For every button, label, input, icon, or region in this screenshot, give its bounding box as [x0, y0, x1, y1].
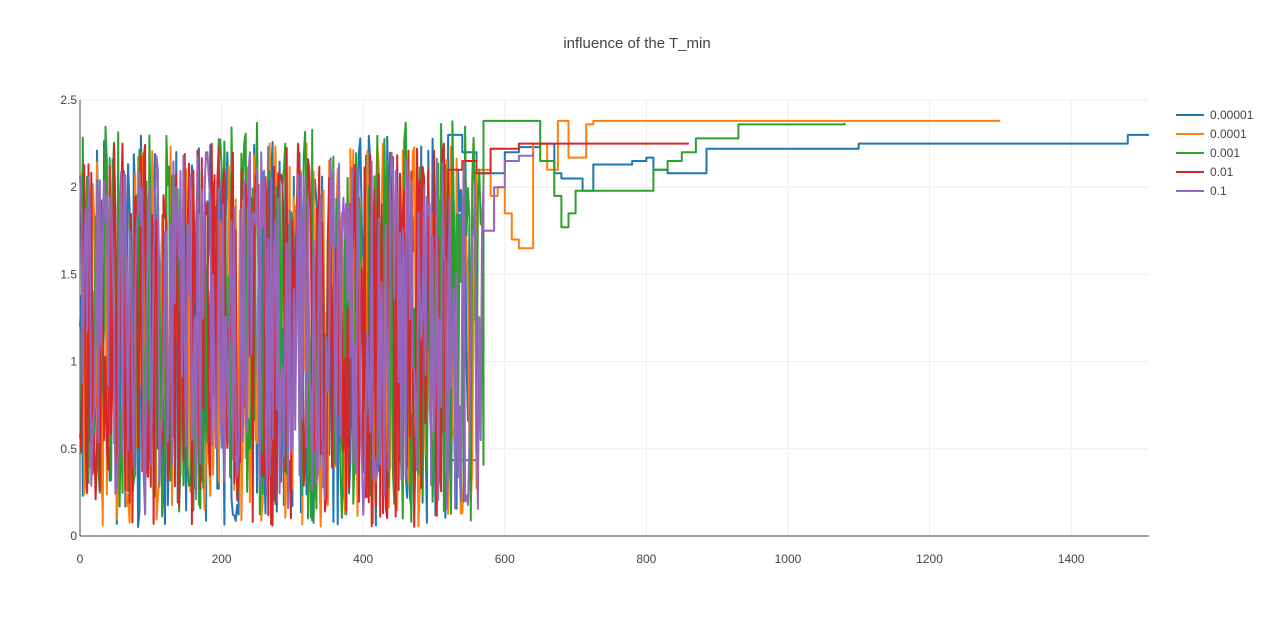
x-tick-label: 1200	[916, 552, 943, 566]
series-line-4	[79, 151, 535, 516]
x-tick-label: 1000	[775, 552, 802, 566]
y-tick-label: 0	[70, 529, 77, 543]
x-tick-label: 400	[353, 552, 373, 566]
legend-label-4[interactable]: 0.1	[1210, 184, 1227, 198]
x-tick-label: 0	[77, 552, 84, 566]
y-tick-label: 2.5	[60, 93, 77, 107]
plot-area	[79, 119, 1149, 528]
y-tick-label: 1.5	[60, 267, 77, 281]
legend-label-0[interactable]: 0.00001	[1210, 108, 1254, 122]
x-tick-label: 800	[636, 552, 656, 566]
legend-label-3[interactable]: 0.01	[1210, 165, 1234, 179]
y-tick-label: 1	[70, 355, 77, 369]
axes: 0 200 400 600 800 1000 1200 1400 0 0.5 1 1.5 2 2.5	[60, 93, 1149, 566]
series-line-3	[79, 142, 689, 528]
legend: 0.00001 0.0001 0.001 0.01 0.1	[1176, 108, 1254, 198]
x-tick-label: 200	[212, 552, 232, 566]
chart-title: influence of the T_min	[563, 35, 711, 52]
y-tick-label: 2	[70, 180, 77, 194]
legend-label-1[interactable]: 0.0001	[1210, 127, 1247, 141]
legend-label-2[interactable]: 0.001	[1210, 146, 1240, 160]
y-tick-label: 0.5	[60, 442, 77, 456]
x-tick-label: 600	[495, 552, 515, 566]
x-tick-label: 1400	[1058, 552, 1085, 566]
